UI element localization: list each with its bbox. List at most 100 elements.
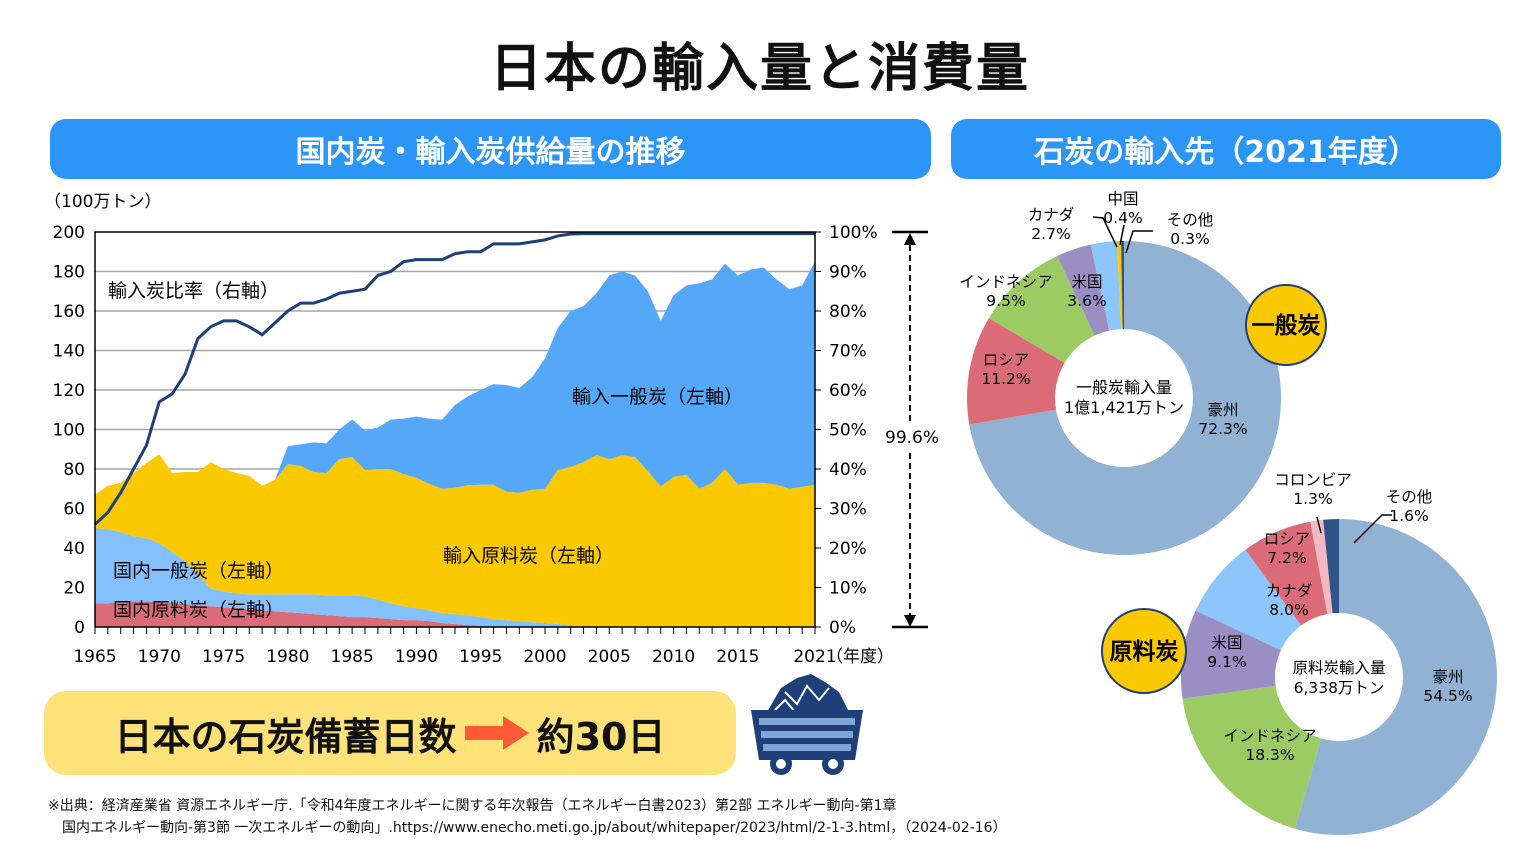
y-tick-label: 0 — [74, 618, 85, 638]
slice-label: その他 — [1386, 488, 1433, 506]
y2-tick-label: 80% — [829, 302, 867, 322]
arrow-down-icon — [904, 615, 916, 627]
arrow-up-icon — [904, 233, 916, 245]
y-tick-label: 140 — [53, 342, 85, 362]
reserve-days-label: 日本の石炭備蓄日数 — [114, 714, 457, 759]
x-axis-label: （年度） — [826, 647, 894, 667]
slice-label: ロシア — [983, 351, 1030, 369]
general-coal-badge-label: 一般炭 — [1252, 312, 1321, 339]
x-tick-label: 1965 — [73, 647, 116, 667]
general-coal-badge: 一般炭 — [1245, 284, 1327, 366]
coking-coal-center-label: 原料炭輸入量 — [1292, 659, 1385, 677]
slice-value: 9.5% — [986, 292, 1025, 310]
x-tick-label: 2021 — [793, 647, 836, 667]
general-coal-center-value: 1億1,421万トン — [1064, 398, 1184, 417]
y-tick-label: 20 — [63, 579, 85, 599]
slice-label: コロンビア — [1274, 471, 1352, 489]
area-1 — [95, 528, 815, 627]
page-title: 日本の輸入量と消費量 — [489, 39, 1030, 99]
slice-label: 豪州 — [1207, 400, 1238, 419]
source-line-2: 国内エネルギー動向-第3節 一次エネルギーの動向」.https://www.en… — [62, 820, 1007, 836]
general-coal-center-label: 一般炭輸入量 — [1076, 378, 1172, 397]
source-line-1: ※出典：経済産業省 資源エネルギー庁.「令和4年度エネルギーに関する年次報告（エ… — [48, 798, 897, 814]
slice-label: インドネシア — [1223, 727, 1316, 745]
slice-value: 7.2% — [1267, 549, 1306, 567]
x-tick-label: 2000 — [523, 647, 566, 667]
slice-label: カナダ — [1028, 206, 1075, 224]
coking-coal-center-value: 6,338万トン — [1294, 679, 1385, 697]
slice-label: その他 — [1167, 211, 1214, 229]
y2-tick-label: 20% — [829, 539, 867, 559]
x-tick-label: 1970 — [138, 647, 181, 667]
x-tick-label: 1995 — [459, 647, 502, 667]
y-axis-label: （100万トン） — [44, 192, 161, 212]
source-citation: ※出典：経済産業省 資源エネルギー庁.「令和4年度エネルギーに関する年次報告（エ… — [48, 795, 1007, 839]
y2-tick-label: 90% — [829, 263, 867, 283]
y-tick-label: 200 — [53, 223, 85, 243]
slice-value: 9.1% — [1207, 653, 1246, 671]
y-tick-label: 120 — [53, 381, 85, 401]
slice-value: 18.3% — [1245, 746, 1294, 764]
slice-value: 0.4% — [1103, 209, 1142, 227]
y2-tick-label: 10% — [829, 579, 867, 599]
y2-tick-label: 70% — [829, 342, 867, 362]
x-tick-label: 2005 — [588, 647, 631, 667]
slice-label: カナダ — [1266, 582, 1313, 600]
reserve-days-banner: 日本の石炭備蓄日数 約30日 — [44, 691, 736, 775]
y2-tick-label: 100% — [829, 223, 878, 243]
y-tick-label: 160 — [53, 302, 85, 322]
slice-label: ロシア — [1264, 530, 1311, 548]
supply-area-chart: 0 20 40 60 80 100 120 140 160 180 200 0% 10% 20% 30% 40… — [44, 192, 939, 667]
slice-value: 1.6% — [1389, 507, 1428, 525]
slice-label: 米国 — [1211, 634, 1242, 652]
slice-value: 1.3% — [1293, 490, 1332, 508]
slice-label: 豪州 — [1432, 667, 1463, 686]
chart-area-series — [95, 261, 815, 627]
ratio-line — [93, 232, 815, 526]
area-0 — [95, 601, 815, 627]
y2-tick-label: 50% — [829, 421, 867, 441]
y-tick-label: 180 — [53, 263, 85, 283]
slice-label: インドネシア — [959, 273, 1052, 291]
slice-label: 米国 — [1071, 273, 1102, 291]
y-tick-label: 40 — [63, 539, 85, 559]
section-header-import-sources: 石炭の輸入先（2021年度） — [951, 119, 1501, 179]
slice-value: 3.6% — [1067, 292, 1106, 310]
x-tick-label: 1985 — [331, 647, 374, 667]
chart-axes: 0 20 40 60 80 100 120 140 160 180 200 0% 10% 20% 30% 40… — [53, 223, 878, 667]
coal-cart-icon — [751, 674, 863, 775]
y-tick-label: 80 — [63, 460, 85, 480]
slice-value: 0.3% — [1170, 230, 1209, 248]
coking-coal-badge: 原料炭 — [1101, 608, 1187, 694]
slice-value: 72.3% — [1198, 420, 1247, 438]
section-header-supply-trend: 国内炭・輸入炭供給量の推移 — [50, 119, 931, 179]
x-tick-label: 1980 — [266, 647, 309, 667]
series-label-domestic-general: 国内一般炭（左軸） — [113, 560, 284, 582]
series-label-ratio: 輸入炭比率（右軸） — [108, 280, 279, 302]
y-tick-label: 100 — [53, 421, 85, 441]
x-tick-label: 1975 — [202, 647, 245, 667]
slice-value: 2.7% — [1031, 225, 1070, 243]
x-tick-label: 2010 — [652, 647, 695, 667]
y2-tick-label: 30% — [829, 500, 867, 520]
slice-value: 8.0% — [1269, 601, 1308, 619]
y2-tick-label: 40% — [829, 460, 867, 480]
y-tick-label: 60 — [63, 500, 85, 520]
slice-label: 中国 — [1107, 190, 1138, 208]
x-tick-label: 2015 — [716, 647, 759, 667]
ratio-annotation: 99.6% — [885, 230, 939, 629]
reserve-days-value: 約30日 — [536, 714, 666, 759]
chart-ratio-line — [93, 232, 815, 526]
series-label-domestic-coking: 国内原料炭（左軸） — [113, 599, 284, 621]
slice-value: 11.2% — [981, 370, 1030, 388]
series-label-import-general: 輸入一般炭（左軸） — [572, 386, 743, 408]
y2-tick-label: 0% — [829, 618, 856, 638]
y2-tick-label: 60% — [829, 381, 867, 401]
coking-coal-badge-label: 原料炭 — [1110, 639, 1179, 665]
area-3 — [95, 261, 815, 495]
series-label-import-coking: 輸入原料炭（左軸） — [443, 545, 614, 567]
slice-value: 54.5% — [1423, 687, 1472, 705]
x-tick-label: 1990 — [395, 647, 438, 667]
